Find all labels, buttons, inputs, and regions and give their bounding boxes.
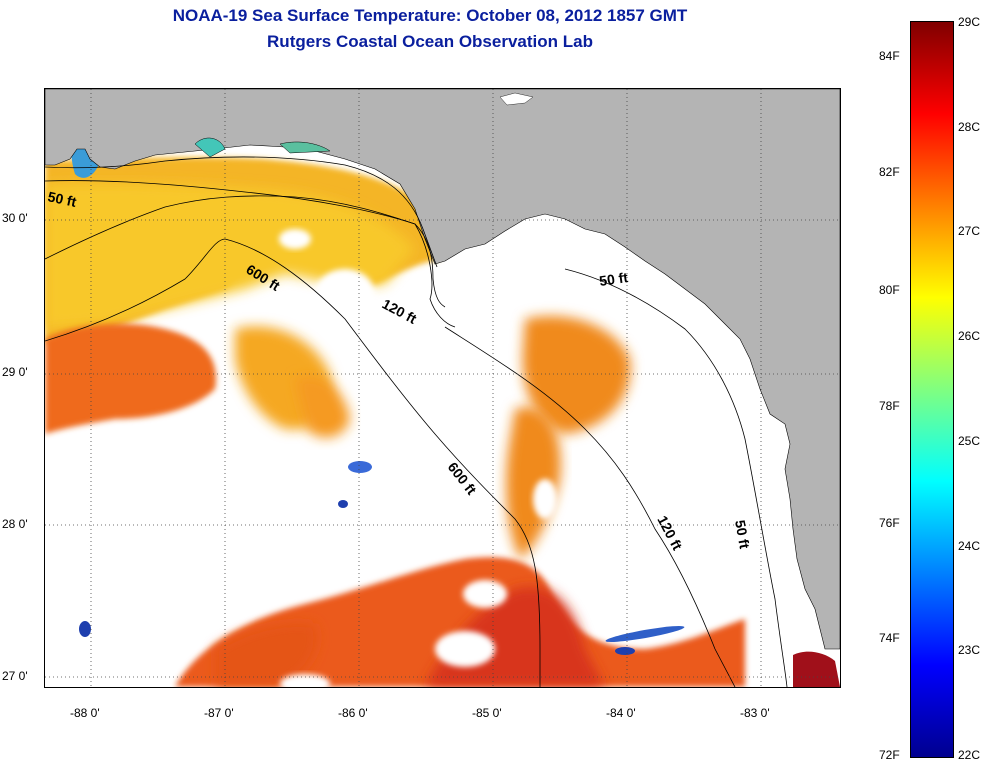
- lon-label: -84 0': [606, 706, 636, 720]
- sst-bigbend: [522, 315, 631, 434]
- sst-southeast-red: [793, 651, 840, 687]
- contour-label: 50 ft: [46, 188, 78, 210]
- cloud-patch: [279, 229, 311, 249]
- sst-shelf-yellow: [45, 182, 415, 329]
- cloud-patch: [360, 311, 410, 347]
- colorbar-f-label: 82F: [879, 165, 900, 179]
- lat-label: 28 0': [2, 517, 28, 531]
- colorbar-f-label: 74F: [879, 631, 900, 645]
- colorbar-c-label: 28C: [958, 120, 981, 134]
- colorbar-c-label: 26C: [958, 329, 981, 343]
- sst-map: 50 ft 600 ft 120 ft 50 ft 600 ft 120 ft …: [44, 88, 841, 688]
- sst-bigbend-tongue: [506, 407, 561, 559]
- lat-label: 29 0': [2, 365, 28, 379]
- sst-cool-spot: [348, 461, 372, 473]
- map-subtitle: Rutgers Coastal Ocean Observation Lab: [267, 32, 593, 51]
- cloud-patch: [463, 580, 507, 608]
- land-mass: [45, 89, 840, 650]
- sst-cool-spot: [338, 500, 348, 508]
- isobath-600ft: [45, 238, 541, 687]
- colorbar-c-label: 22C: [958, 748, 981, 762]
- colorbar-c-label: 29C: [958, 15, 981, 29]
- sst-field: [45, 120, 840, 687]
- map-title: NOAA-19 Sea Surface Temperature: October…: [172, 6, 688, 25]
- colorbar-c-label: 27C: [958, 224, 981, 238]
- coastline-nearshore: [45, 156, 438, 268]
- colorbar-f-label: 76F: [879, 516, 900, 530]
- lon-label: -86 0': [338, 706, 368, 720]
- lon-label: -83 0': [740, 706, 770, 720]
- contour-label: 50 ft: [598, 269, 629, 289]
- lat-label: 27 0': [2, 669, 28, 683]
- colorbar-f-label: 72F: [879, 748, 900, 762]
- sst-south-warm: [175, 557, 745, 687]
- graticule: [45, 89, 840, 687]
- bay-inlet: [279, 141, 331, 154]
- colorbar-c-label: 25C: [958, 434, 981, 448]
- sst-cool-spot: [605, 626, 685, 642]
- sst-cool-spot: [79, 621, 91, 637]
- isobath-50ft-east: [564, 268, 788, 687]
- lon-label: -85 0': [472, 706, 502, 720]
- lon-label: -87 0': [204, 706, 234, 720]
- colorbar-c-label: 23C: [958, 643, 981, 657]
- island: [499, 92, 534, 106]
- cloud-patch: [315, 269, 375, 319]
- colorbar-f-label: 84F: [879, 49, 900, 63]
- sst-cool-spot: [615, 647, 635, 655]
- colorbar-f-label: 80F: [879, 283, 900, 297]
- cloud-patch: [435, 631, 495, 667]
- isobath-120ft-west: [45, 195, 456, 328]
- colorbar: [910, 21, 954, 758]
- sst-southwest-patch: [215, 622, 318, 687]
- lat-label: 30 0': [2, 211, 28, 225]
- contour-label: 50 ft: [732, 519, 753, 550]
- colorbar-c-label: 24C: [958, 539, 981, 553]
- sst-central-patch: [295, 376, 350, 438]
- isobath-120ft-east: [444, 326, 736, 687]
- cloud-patch: [533, 479, 557, 519]
- lon-label: -88 0': [70, 706, 100, 720]
- colorbar-f-label: 78F: [879, 399, 900, 413]
- sst-map-canvas: 50 ft 600 ft 120 ft 50 ft 600 ft 120 ft …: [45, 89, 840, 687]
- sst-west-warm: [45, 323, 216, 434]
